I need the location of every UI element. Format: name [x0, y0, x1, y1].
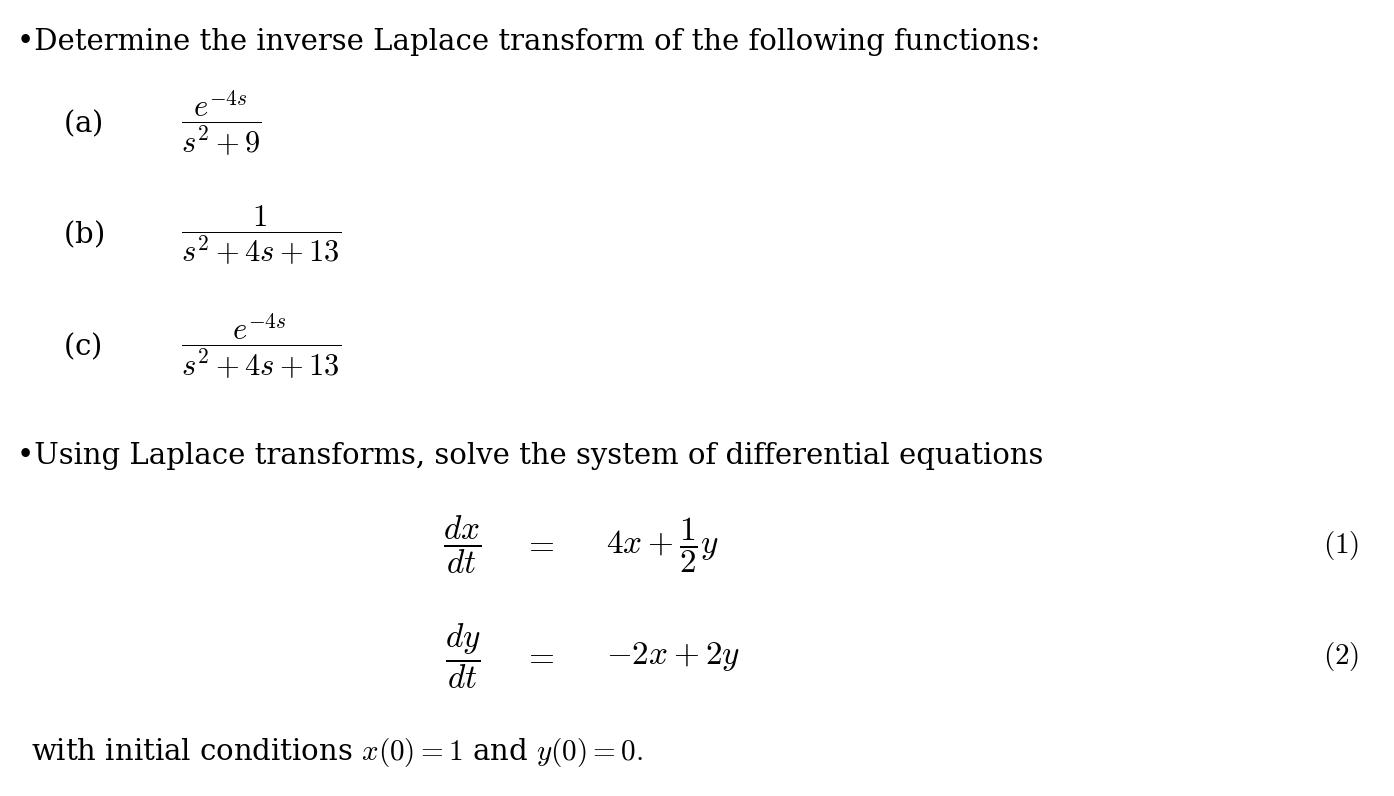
Text: $\dfrac{e^{-4s}}{s^2+9}$: $\dfrac{e^{-4s}}{s^2+9}$	[181, 88, 262, 158]
Text: $-2x+2y$: $-2x+2y$	[606, 640, 740, 673]
Text: $(1)$: $(1)$	[1323, 529, 1359, 562]
Text: $=$: $=$	[523, 529, 555, 561]
Text: $\mathregular{(c)}$: $\mathregular{(c)}$	[63, 330, 102, 362]
Text: $\mathregular{(a)}$: $\mathregular{(a)}$	[63, 107, 102, 139]
Text: $=$: $=$	[523, 641, 555, 673]
Text: $\dfrac{dy}{dt}$: $\dfrac{dy}{dt}$	[445, 622, 481, 692]
Text: $\dfrac{dx}{dt}$: $\dfrac{dx}{dt}$	[442, 514, 481, 576]
Text: •Determine the inverse Laplace transform of the following functions:: •Determine the inverse Laplace transform…	[17, 28, 1040, 56]
Text: $\dfrac{1}{s^2+4s+13}$: $\dfrac{1}{s^2+4s+13}$	[181, 203, 342, 267]
Text: $\mathregular{(b)}$: $\mathregular{(b)}$	[63, 219, 103, 251]
Text: $(2)$: $(2)$	[1323, 640, 1359, 673]
Text: $\dfrac{e^{-4s}}{s^2+4s+13}$: $\dfrac{e^{-4s}}{s^2+4s+13}$	[181, 311, 342, 381]
Text: $4x+\dfrac{1}{2}y$: $4x+\dfrac{1}{2}y$	[606, 516, 719, 575]
Text: •Using Laplace transforms, solve the system of differential equations: •Using Laplace transforms, solve the sys…	[17, 442, 1043, 470]
Text: with initial conditions $x(0) = 1$ and $y(0) = 0.$: with initial conditions $x(0) = 1$ and $…	[31, 736, 643, 769]
